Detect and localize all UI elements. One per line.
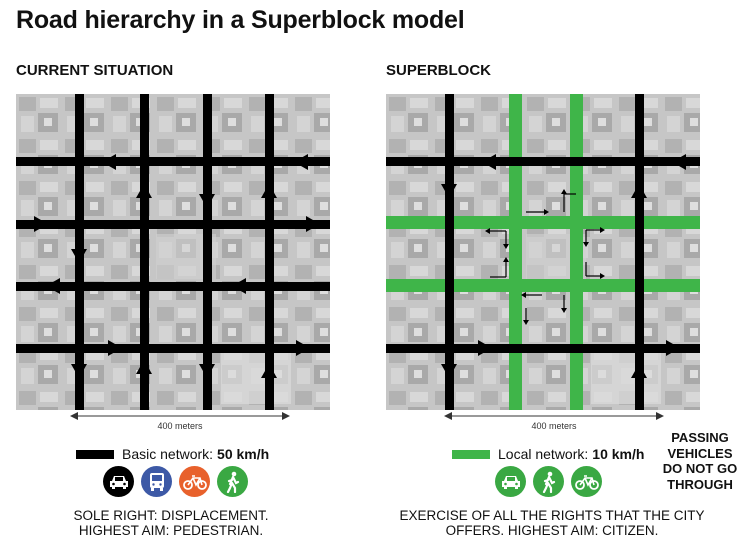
- road-horizontal-1: [16, 157, 330, 166]
- superblock-scale-bar: 400 meters: [444, 410, 664, 434]
- arrow-down-icon: [199, 364, 215, 378]
- road-vertical-4: [635, 94, 644, 410]
- current-situation-map: [16, 94, 330, 410]
- bicycle-icon: [179, 466, 210, 497]
- road-vertical-3: [203, 94, 212, 410]
- arrow-up-icon: [261, 364, 277, 378]
- arrow-down-icon: [71, 249, 87, 263]
- superblock-scale-label: 400 meters: [531, 421, 577, 431]
- arrow-right-icon: [108, 340, 122, 356]
- road-vertical-4: [265, 94, 274, 410]
- superblock-caption-line-1: EXERCISE OF ALL THE RIGHTS THAT THE CITY: [399, 508, 705, 523]
- arrow-up-icon: [136, 184, 152, 198]
- passing-line-1: PASSING: [671, 430, 729, 445]
- arrow-up-icon: [631, 184, 647, 198]
- arrow-left-icon: [482, 154, 496, 170]
- road-horizontal-1: [386, 157, 700, 166]
- road-horizontal-4: [386, 344, 700, 353]
- arrow-left-icon: [102, 154, 116, 170]
- local-road-horizontal-2: [386, 279, 700, 292]
- arrow-left-icon: [672, 154, 686, 170]
- car-icon: [495, 466, 526, 497]
- superblock-legend: Local network: 10 km/h: [452, 446, 644, 462]
- basic-network-swatch: [76, 449, 114, 459]
- arrow-up-icon: [261, 184, 277, 198]
- local-road-vertical-2: [570, 94, 583, 410]
- passing-vehicles-note: PASSING VEHICLES DO NOT GO THROUGH: [650, 430, 750, 492]
- local-network-swatch: [452, 449, 490, 459]
- current-caption: SOLE RIGHT: DISPLACEMENT. HIGHEST AIM: P…: [36, 508, 306, 538]
- arrow-down-icon: [441, 364, 457, 378]
- road-horizontal-3: [16, 282, 330, 291]
- arrow-up-icon: [136, 360, 152, 374]
- arrow-right-icon: [666, 340, 680, 356]
- passing-line-3: DO NOT GO: [662, 461, 738, 476]
- bicycle-icon: [571, 466, 602, 497]
- passing-line-2: VEHICLES: [667, 445, 733, 461]
- road-horizontal-4: [16, 344, 330, 353]
- bus-icon: [141, 466, 172, 497]
- local-road-vertical-1: [509, 94, 522, 410]
- current-scale-bar: 400 meters: [70, 410, 290, 434]
- arrow-down-icon: [441, 184, 457, 198]
- arrow-left-icon: [294, 154, 308, 170]
- arrow-right-icon: [478, 340, 492, 356]
- basic-network-speed: 50 km/h: [217, 446, 270, 462]
- pedestrian-icon: [533, 466, 564, 497]
- current-legend: Basic network: 50 km/h: [76, 446, 269, 462]
- current-caption-line-2: HIGHEST AIM: PEDESTRIAN.: [78, 523, 264, 538]
- current-scale-label: 400 meters: [157, 421, 203, 431]
- arrow-right-icon: [34, 216, 48, 232]
- pedestrian-icon: [217, 466, 248, 497]
- local-road-horizontal-1: [386, 216, 700, 229]
- arrow-left-icon: [46, 278, 60, 294]
- arrow-up-icon: [631, 364, 647, 378]
- superblock-heading: SUPERBLOCK: [386, 62, 492, 79]
- arrow-right-icon: [306, 216, 320, 232]
- current-caption-line-1: SOLE RIGHT: DISPLACEMENT.: [73, 508, 269, 523]
- current-mode-icons: [103, 466, 248, 497]
- car-icon: [103, 466, 134, 497]
- road-vertical-2: [140, 94, 149, 410]
- basic-network-label: Basic network:: [122, 446, 214, 462]
- superblock-mode-icons: [495, 466, 602, 497]
- road-vertical-1: [445, 94, 454, 410]
- arrow-left-icon: [232, 278, 246, 294]
- current-situation-heading: CURRENT SITUATION: [16, 62, 174, 79]
- local-network-label: Local network:: [498, 446, 589, 462]
- arrow-down-icon: [199, 194, 215, 208]
- local-circulation-arrows: [485, 189, 605, 325]
- superblock-map: [386, 94, 700, 410]
- arrow-right-icon: [296, 340, 310, 356]
- passing-line-4: THROUGH: [667, 476, 733, 492]
- arrow-down-icon: [71, 364, 87, 378]
- road-horizontal-2: [16, 220, 330, 229]
- superblock-caption-line-2: OFFERS. HIGHEST AIM: CITIZEN.: [445, 523, 659, 538]
- local-network-speed: 10 km/h: [592, 446, 645, 462]
- superblock-caption: EXERCISE OF ALL THE RIGHTS THAT THE CITY…: [392, 508, 712, 538]
- page-title: Road hierarchy in a Superblock model: [16, 6, 465, 34]
